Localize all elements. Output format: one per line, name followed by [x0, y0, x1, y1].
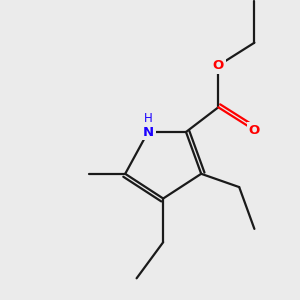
Text: H: H	[144, 112, 152, 125]
Text: O: O	[249, 124, 260, 136]
Text: N: N	[142, 125, 154, 139]
Text: O: O	[213, 59, 224, 72]
